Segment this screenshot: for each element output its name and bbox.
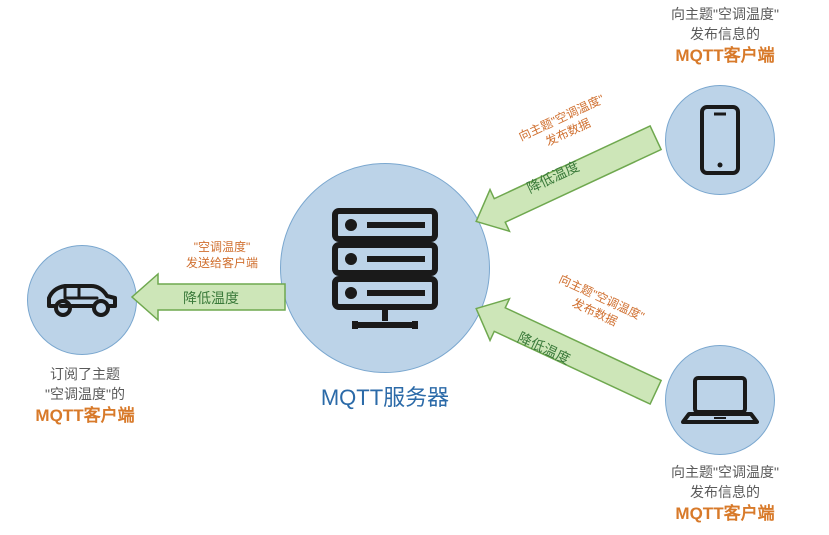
phone-icon (698, 103, 742, 177)
phone-caption-line1: 向主题"空调温度" (625, 5, 825, 25)
car-icon (43, 276, 121, 324)
laptop-caption-line3: MQTT客户端 (625, 502, 825, 526)
car-caption-line1: 订阅了主题 (10, 365, 160, 385)
car-caption-line3: MQTT客户端 (10, 404, 160, 428)
car-node (27, 245, 137, 355)
server-label: MQTT服务器 (310, 380, 460, 412)
car-caption: 订阅了主题 "空调温度"的 MQTT客户端 (10, 365, 160, 428)
phone-node (665, 85, 775, 195)
phone-caption-line2: 发布信息的 (625, 25, 825, 45)
laptop-caption-line2: 发布信息的 (625, 483, 825, 503)
laptop-caption-line1: 向主题"空调温度" (625, 463, 825, 483)
server-icon (325, 203, 445, 333)
laptop-icon (681, 372, 759, 428)
phone-caption: 向主题"空调温度" 发布信息的 MQTT客户端 (625, 5, 825, 68)
arrow1-label-line2: 发送给客户端 (167, 256, 277, 272)
car-caption-line2: "空调温度"的 (10, 385, 160, 405)
arrow1-badge: 降低温度 (183, 288, 239, 308)
laptop-node (665, 345, 775, 455)
phone-caption-line3: MQTT客户端 (625, 44, 825, 68)
arrow1-label-line1: "空调温度" (167, 240, 277, 256)
laptop-caption: 向主题"空调温度" 发布信息的 MQTT客户端 (625, 463, 825, 526)
arrow1-label: "空调温度" 发送给客户端 (167, 240, 277, 271)
